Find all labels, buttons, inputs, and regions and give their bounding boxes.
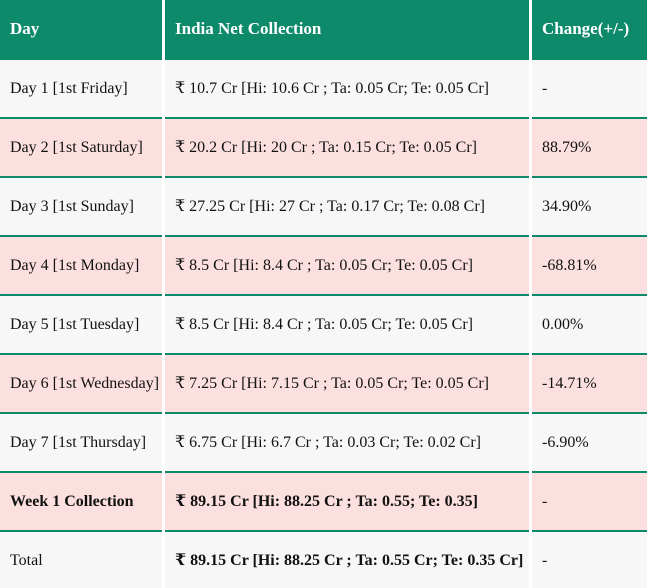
table-row-week1-total: Week 1 Collection ₹ 89.15 Cr [Hi: 88.25 … [0, 471, 647, 530]
table-row-day4: Day 4 [1st Monday] ₹ 8.5 Cr [Hi: 8.4 Cr … [0, 235, 647, 294]
day-cell: Day 7 [1st Thursday] [0, 412, 162, 471]
collection-cell: ₹ 27.25 Cr [Hi: 27 Cr ; Ta: 0.17 Cr; Te:… [165, 176, 529, 235]
table-row-grand-total: Total ₹ 89.15 Cr [Hi: 88.25 Cr ; Ta: 0.5… [0, 530, 647, 588]
collection-cell: ₹ 8.5 Cr [Hi: 8.4 Cr ; Ta: 0.05 Cr; Te: … [165, 235, 529, 294]
day-cell: Day 5 [1st Tuesday] [0, 294, 162, 353]
day-cell: Day 6 [1st Wednesday] [0, 353, 162, 412]
table-row-day7: Day 7 [1st Thursday] ₹ 6.75 Cr [Hi: 6.7 … [0, 412, 647, 471]
collection-cell: ₹ 6.75 Cr [Hi: 6.7 Cr ; Ta: 0.03 Cr; Te:… [165, 412, 529, 471]
collection-cell: ₹ 20.2 Cr [Hi: 20 Cr ; Ta: 0.15 Cr; Te: … [165, 117, 529, 176]
change-cell: - [532, 58, 647, 117]
table-header-row: Day India Net Collection Change(+/-) [0, 0, 647, 58]
change-cell: 34.90% [532, 176, 647, 235]
day-cell: Day 2 [1st Saturday] [0, 117, 162, 176]
day-cell: Week 1 Collection [0, 471, 162, 530]
table-row-day3: Day 3 [1st Sunday] ₹ 27.25 Cr [Hi: 27 Cr… [0, 176, 647, 235]
table-row-day6: Day 6 [1st Wednesday] ₹ 7.25 Cr [Hi: 7.1… [0, 353, 647, 412]
collection-cell: ₹ 7.25 Cr [Hi: 7.15 Cr ; Ta: 0.05 Cr; Te… [165, 353, 529, 412]
change-cell: -6.90% [532, 412, 647, 471]
day-cell: Day 1 [1st Friday] [0, 58, 162, 117]
day-cell: Day 4 [1st Monday] [0, 235, 162, 294]
table-row-day5: Day 5 [1st Tuesday] ₹ 8.5 Cr [Hi: 8.4 Cr… [0, 294, 647, 353]
collection-cell: ₹ 89.15 Cr [Hi: 88.25 Cr ; Ta: 0.55 Cr; … [165, 530, 529, 588]
day-cell: Day 3 [1st Sunday] [0, 176, 162, 235]
collection-cell: ₹ 8.5 Cr [Hi: 8.4 Cr ; Ta: 0.05 Cr; Te: … [165, 294, 529, 353]
header-change: Change(+/-) [532, 0, 647, 58]
change-cell: -14.71% [532, 353, 647, 412]
header-india-net-collection: India Net Collection [165, 0, 529, 58]
change-cell: - [532, 471, 647, 530]
table-row-day2: Day 2 [1st Saturday] ₹ 20.2 Cr [Hi: 20 C… [0, 117, 647, 176]
collection-cell: ₹ 89.15 Cr [Hi: 88.25 Cr ; Ta: 0.55; Te:… [165, 471, 529, 530]
collection-cell: ₹ 10.7 Cr [Hi: 10.6 Cr ; Ta: 0.05 Cr; Te… [165, 58, 529, 117]
header-day: Day [0, 0, 162, 58]
table-row-day1: Day 1 [1st Friday] ₹ 10.7 Cr [Hi: 10.6 C… [0, 58, 647, 117]
change-cell: -68.81% [532, 235, 647, 294]
change-cell: 88.79% [532, 117, 647, 176]
change-cell: - [532, 530, 647, 588]
day-cell: Total [0, 530, 162, 588]
change-cell: 0.00% [532, 294, 647, 353]
